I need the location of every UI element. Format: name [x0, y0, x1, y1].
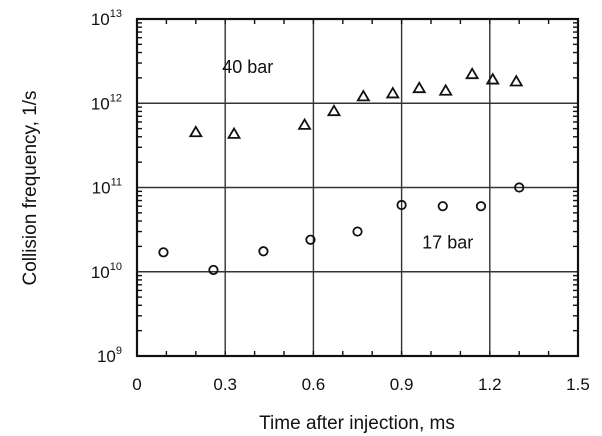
data-series: [158, 67, 525, 276]
y-tick-label: 1012: [91, 92, 122, 113]
x-tick-labels: 0 0.3 0.6 0.9 1.2 1.5: [132, 375, 590, 394]
plot-area-frame: [135, 17, 580, 358]
y-tick-label: 109: [97, 345, 122, 366]
point-40-bar: [465, 67, 480, 80]
point-17-bar: [258, 246, 269, 257]
point-40-bar: [297, 117, 312, 130]
x-tick-label: 0.3: [213, 375, 237, 394]
point-17-bar: [208, 264, 219, 276]
point-40-bar: [188, 125, 203, 138]
point-40-bar: [509, 74, 524, 87]
y-tick-label: 1011: [92, 177, 122, 198]
x-axis-label: Time after injection, ms: [259, 413, 455, 434]
y-tick-label: 1010: [91, 261, 122, 282]
series-annotation: 17 bar: [422, 232, 473, 252]
point-17-bar: [352, 226, 363, 237]
annotations: 40 bar 17 bar: [222, 57, 473, 252]
x-tick-label: 0: [132, 375, 141, 394]
point-40-bar: [356, 89, 371, 102]
point-40-bar: [385, 86, 400, 99]
x-tick-label: 1.2: [478, 375, 502, 394]
series-17-bar: [158, 182, 525, 276]
x-tick-label: 0.9: [390, 375, 414, 394]
point-17-bar: [475, 201, 487, 212]
point-17-bar: [158, 247, 169, 258]
point-40-bar: [438, 83, 453, 96]
point-40-bar: [326, 104, 342, 117]
point-40-bar: [226, 126, 242, 139]
point-17-bar: [514, 182, 525, 193]
point-40-bar: [485, 72, 500, 85]
y-tick-label: 1013: [91, 8, 122, 29]
x-tick-label: 0.6: [302, 375, 326, 394]
point-17-bar: [437, 201, 448, 212]
y-tick-labels: 109 1010 1011 1012 1013: [91, 8, 122, 366]
series-annotation: 40 bar: [222, 57, 273, 77]
point-17-bar: [305, 234, 316, 245]
series-40-bar: [188, 67, 524, 139]
y-axis-label: Collision frequency, 1/s: [20, 90, 41, 285]
ticks: [136, 19, 579, 356]
point-40-bar: [412, 81, 427, 94]
grid: [137, 19, 578, 356]
x-tick-label: 1.5: [566, 375, 590, 394]
point-17-bar: [396, 199, 407, 211]
